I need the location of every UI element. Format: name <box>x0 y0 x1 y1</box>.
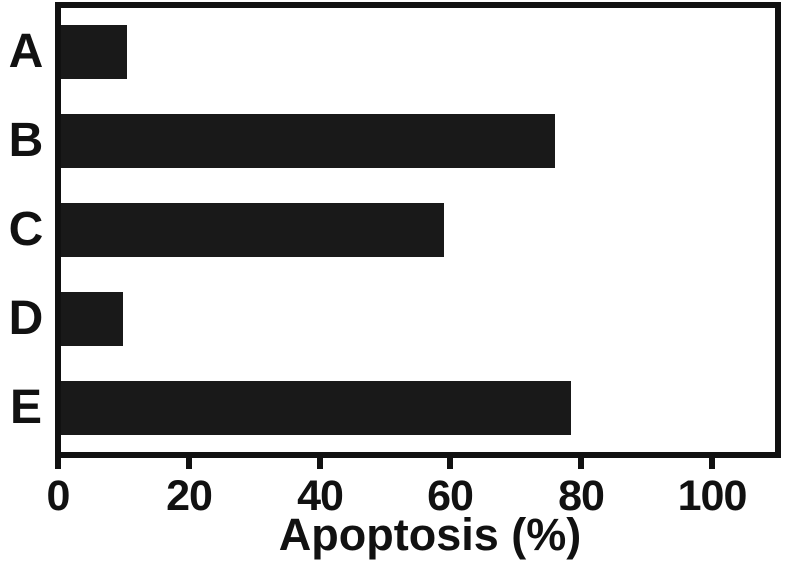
bar-A <box>61 25 127 79</box>
tick-mark-60 <box>447 458 453 469</box>
tick-label-60: 60 <box>427 472 474 520</box>
tick-label-20: 20 <box>166 472 213 520</box>
x-axis-title: Apoptosis (%) <box>278 509 582 560</box>
category-label-B: B <box>8 114 44 167</box>
tick-mark-40 <box>317 458 323 469</box>
tick-label-80: 80 <box>558 472 605 520</box>
tick-mark-20 <box>186 458 192 469</box>
category-label-E: E <box>9 381 43 434</box>
tick-label-0: 0 <box>46 472 71 520</box>
tick-label-100: 100 <box>677 472 748 520</box>
category-label-D: D <box>8 292 44 345</box>
tick-label-40: 40 <box>297 472 344 520</box>
tick-mark-0 <box>55 458 61 469</box>
bar-D <box>61 292 123 346</box>
category-label-C: C <box>8 203 44 256</box>
bar-E <box>61 381 571 435</box>
bar-B <box>61 114 555 168</box>
tick-mark-100 <box>709 458 715 469</box>
bar-C <box>61 203 444 257</box>
tick-mark-80 <box>578 458 584 469</box>
category-label-A: A <box>8 25 44 78</box>
